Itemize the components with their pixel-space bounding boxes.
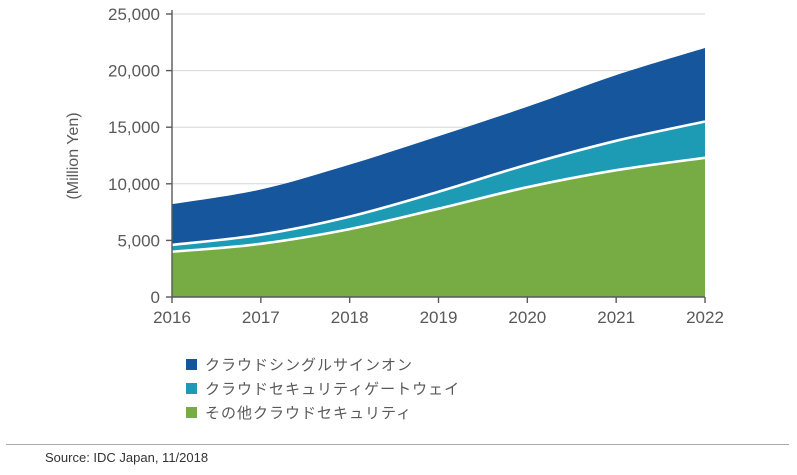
legend-swatch (186, 358, 197, 370)
legend-swatch (186, 406, 197, 418)
axis-labels: 0 5,000 10,000 15,000 20,000 25,000 2016 2017 20… (108, 5, 724, 327)
y-tick-label: 25,000 (108, 5, 160, 24)
x-tick-label: 2020 (508, 308, 546, 327)
legend-label: クラウドセキュリティゲートウェイ (205, 380, 461, 398)
y-tick-label: 5,000 (117, 231, 160, 250)
band-separator-line (171, 120, 706, 247)
chart-legend: クラウドシングルサインオンクラウドセキュリティゲートウェイ その他クラウドセキュリ… (186, 352, 460, 424)
x-tick-label: 2019 (420, 308, 458, 327)
x-tick-label: 2022 (686, 308, 724, 327)
axes (166, 10, 706, 303)
legend-item: クラウドシングルサインオン (186, 352, 460, 376)
legend-label: クラウドシングルサインオン (205, 356, 414, 374)
separator-line (6, 444, 789, 445)
area-band (172, 157, 705, 297)
legend-swatch (186, 382, 197, 394)
stacked-area-chart: 0 5,000 10,000 15,000 20,000 25,000 2016 2017 20… (65, 5, 724, 327)
legend-item: クラウドセキュリティゲートウェイ (186, 376, 460, 400)
legend-item: その他クラウドセキュリティ (186, 400, 460, 424)
x-tick-label: 2016 (153, 308, 191, 327)
y-tick-label: 20,000 (108, 62, 160, 81)
x-tick-label: 2017 (242, 308, 280, 327)
source-note: Source: IDC Japan, 11/2018 (45, 450, 209, 465)
x-tick-label: 2021 (597, 308, 635, 327)
y-tick-label: 0 (151, 288, 160, 307)
band-separator-line (171, 156, 706, 254)
x-tick-label: 2018 (331, 308, 369, 327)
area-series (171, 48, 706, 297)
y-tick-label: 15,000 (108, 118, 160, 137)
y-tick-label: 10,000 (108, 175, 160, 194)
y-axis-title: (Million Yen) (65, 112, 82, 199)
legend-label: その他クラウドセキュリティ (205, 404, 413, 422)
